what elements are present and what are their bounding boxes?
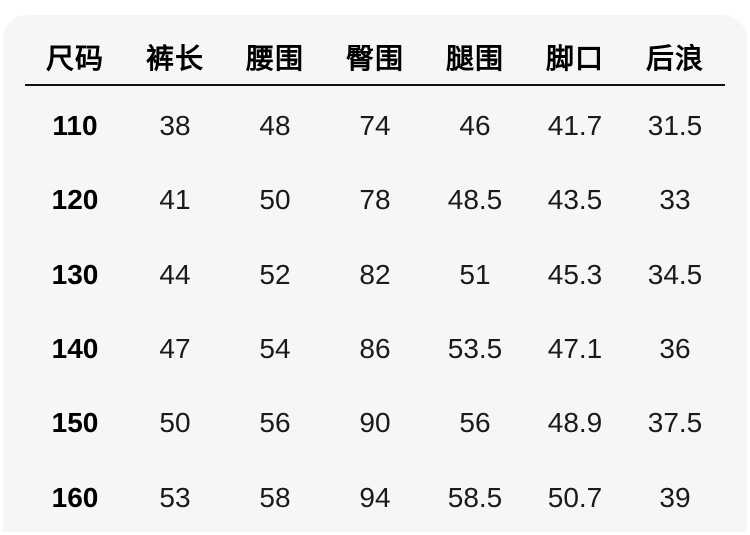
cell-leg-opening: 47.1 xyxy=(547,333,603,365)
cell-thigh: 58.5 xyxy=(447,481,503,513)
cell-leg-opening: 45.3 xyxy=(547,258,603,290)
cell-pants-length: 38 xyxy=(159,110,191,142)
cell-pants-length: 44 xyxy=(159,258,191,290)
col-header-waist: 腰围 xyxy=(245,42,304,74)
header-divider xyxy=(25,84,725,86)
cell-back-rise: 37.5 xyxy=(647,407,703,439)
cell-thigh: 56 xyxy=(459,407,491,439)
cell-pants-length: 50 xyxy=(159,407,191,439)
table-row-120: 120 41 50 78 48.5 43.5 33 xyxy=(3,163,747,237)
cell-size: 150 xyxy=(51,407,99,439)
size-chart-header-row: 尺码 裤长 腰围 臀围 腿围 脚口 后浪 xyxy=(3,15,747,84)
cell-thigh: 53.5 xyxy=(447,333,503,365)
cell-waist: 48 xyxy=(259,110,291,142)
cell-back-rise: 33 xyxy=(659,184,691,216)
cell-thigh: 51 xyxy=(459,258,491,290)
cell-back-rise: 34.5 xyxy=(647,258,703,290)
cell-hip: 82 xyxy=(359,258,391,290)
table-row-110: 110 38 48 74 46 41.7 31.5 xyxy=(3,89,747,163)
table-row-140: 140 47 54 86 53.5 47.1 36 xyxy=(3,312,747,386)
col-header-pants-length: 裤长 xyxy=(145,42,204,74)
cell-hip: 90 xyxy=(359,407,391,439)
table-row-160: 160 53 58 94 58.5 50.7 39 xyxy=(3,460,747,534)
cell-waist: 56 xyxy=(259,407,291,439)
cell-size: 120 xyxy=(51,184,99,216)
cell-leg-opening: 48.9 xyxy=(547,407,603,439)
cell-pants-length: 47 xyxy=(159,333,191,365)
cell-size: 110 xyxy=(52,110,98,142)
cell-pants-length: 41 xyxy=(159,184,191,216)
col-header-leg-opening: 脚口 xyxy=(545,42,604,74)
cell-size: 160 xyxy=(51,481,99,513)
cell-back-rise: 36 xyxy=(659,333,691,365)
cell-back-rise: 31.5 xyxy=(647,110,703,142)
cell-hip: 86 xyxy=(359,333,391,365)
cell-back-rise: 39 xyxy=(659,481,691,513)
cell-thigh: 46 xyxy=(459,110,491,142)
cell-leg-opening: 43.5 xyxy=(547,184,603,216)
cell-waist: 50 xyxy=(259,184,291,216)
cell-thigh: 48.5 xyxy=(447,184,503,216)
cell-size: 140 xyxy=(51,333,99,365)
cell-leg-opening: 50.7 xyxy=(547,481,603,513)
table-row-130: 130 44 52 82 51 45.3 34.5 xyxy=(3,238,747,312)
cell-hip: 74 xyxy=(359,110,391,142)
col-header-thigh: 腿围 xyxy=(445,42,504,74)
col-header-size: 尺码 xyxy=(45,42,104,74)
col-header-hip: 臀围 xyxy=(345,42,404,74)
cell-size: 130 xyxy=(51,258,99,290)
cell-waist: 54 xyxy=(259,333,291,365)
cell-hip: 78 xyxy=(359,184,391,216)
size-chart-card: 尺码 裤长 腰围 臀围 腿围 脚口 后浪 110 38 48 74 46 41.… xyxy=(3,15,747,532)
size-chart-body: 110 38 48 74 46 41.7 31.5 120 41 50 78 4… xyxy=(3,86,747,535)
cell-hip: 94 xyxy=(359,481,391,513)
col-header-back-rise: 后浪 xyxy=(645,42,704,74)
cell-waist: 52 xyxy=(259,258,291,290)
cell-leg-opening: 41.7 xyxy=(547,110,603,142)
cell-waist: 58 xyxy=(259,481,291,513)
table-row-150: 150 50 56 90 56 48.9 37.5 xyxy=(3,386,747,460)
cell-pants-length: 53 xyxy=(159,481,191,513)
